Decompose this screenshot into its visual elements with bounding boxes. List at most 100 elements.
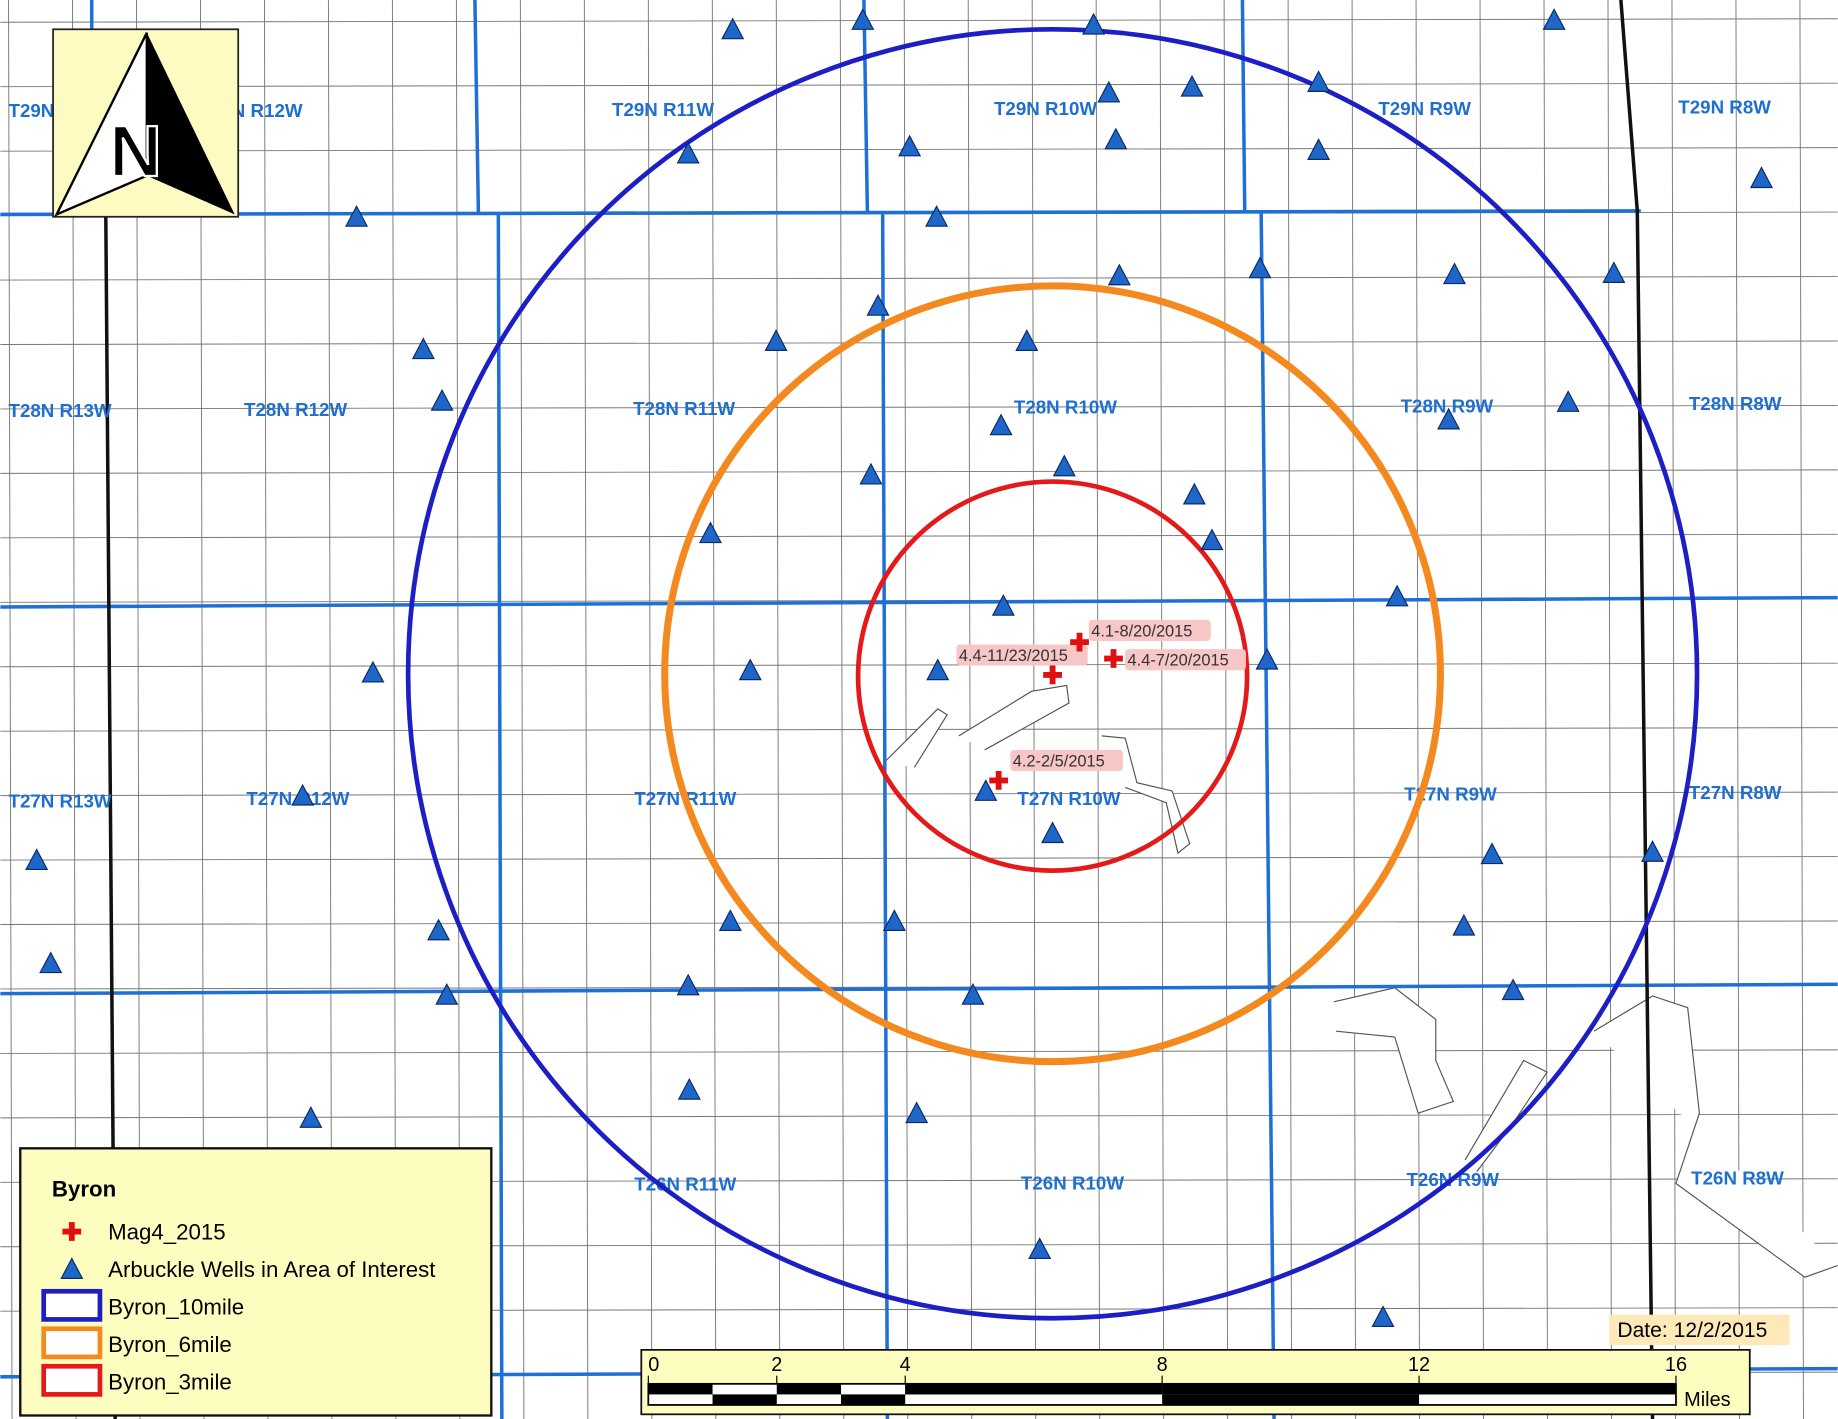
well	[1480, 842, 1504, 865]
township-label: T28N R11W	[633, 398, 735, 419]
north-arrow	[146, 32, 235, 215]
section-line	[0, 340, 1838, 345]
buffer-3mile	[855, 479, 1250, 873]
well	[1371, 1305, 1395, 1328]
township-label: T29N R9W	[1378, 98, 1471, 119]
lake-outline	[1464, 1059, 1548, 1173]
township-line	[1259, 210, 1276, 1419]
well	[1255, 647, 1279, 670]
township-label: T28N R8W	[1689, 393, 1782, 414]
well	[926, 658, 950, 681]
well	[1442, 262, 1467, 285]
lake-outline	[884, 708, 948, 768]
well	[698, 521, 722, 544]
section-line	[1607, 0, 1612, 1419]
well	[898, 134, 922, 157]
section-line	[1223, 0, 1229, 1419]
date-label: Date: 12/2/2015	[1617, 1319, 1767, 1342]
well	[905, 1101, 929, 1124]
section-line	[711, 0, 717, 1419]
section-line	[0, 404, 1838, 410]
well	[1180, 74, 1204, 97]
event-label: 4.1-8/20/2015	[1091, 622, 1192, 640]
well	[1452, 913, 1476, 936]
scale-tick-label: 16	[1665, 1354, 1687, 1376]
township-label: T26N R8W	[1691, 1168, 1784, 1189]
section-line	[1543, 0, 1549, 1419]
legend-symbol	[60, 1257, 84, 1279]
scale-tick-label: 8	[1157, 1354, 1168, 1376]
section-line	[967, 0, 973, 1419]
well	[1107, 263, 1131, 286]
scale-tick-label: 0	[648, 1354, 659, 1376]
section-line	[0, 1049, 1838, 1054]
lake-outline	[958, 684, 1070, 751]
township-label: T29N R11W	[612, 99, 714, 120]
section-line	[583, 0, 589, 1419]
lake-outline	[1101, 735, 1191, 855]
section-line	[1479, 0, 1485, 1419]
township-line	[496, 214, 504, 1419]
section-line	[0, 147, 1838, 152]
township-line	[862, 0, 870, 215]
scale-segment	[1162, 1383, 1420, 1395]
date-box	[1609, 1314, 1790, 1346]
section-line	[0, 920, 1838, 925]
event-label-bg	[1010, 749, 1123, 772]
township-line	[473, 0, 481, 215]
section-line	[1095, 0, 1101, 1419]
lake-outline	[1593, 995, 1838, 1278]
well	[299, 1106, 323, 1128]
county-line	[1635, 210, 1655, 1419]
well	[1307, 138, 1331, 160]
well	[1385, 584, 1409, 607]
section-line	[775, 0, 781, 1419]
event-label: 4.4-11/23/2015	[959, 647, 1068, 665]
well	[435, 983, 459, 1005]
section-line	[0, 18, 1838, 23]
scale-segment	[905, 1383, 1163, 1395]
section-line	[519, 0, 525, 1419]
well	[1052, 454, 1076, 477]
well	[1097, 80, 1121, 103]
township-line	[0, 595, 1838, 609]
well	[738, 658, 762, 681]
earthquake	[1070, 632, 1089, 652]
well	[718, 909, 742, 931]
well	[1749, 166, 1774, 189]
event-label: 4.4-7/20/2015	[1128, 652, 1229, 670]
well	[859, 462, 883, 485]
well	[1104, 127, 1128, 150]
well	[851, 8, 875, 30]
legend-item: Mag4_2015	[108, 1220, 226, 1245]
earthquake	[1043, 665, 1062, 685]
legend-symbol	[41, 1363, 103, 1397]
event-label: 4.2-2/5/2015	[1013, 752, 1105, 770]
well	[1556, 390, 1580, 412]
well	[1082, 12, 1106, 35]
scale-segment	[1162, 1394, 1420, 1405]
legend-item: Arbuckle Wells in Area of Interest	[108, 1257, 436, 1282]
section-line	[1351, 0, 1357, 1419]
township-label: T28N R12W	[244, 399, 347, 420]
section-line	[1159, 0, 1165, 1419]
well	[676, 141, 700, 164]
scale-segment	[712, 1394, 777, 1405]
township-line	[0, 982, 1838, 996]
well	[1641, 840, 1665, 862]
scale-unit: Miles	[1684, 1389, 1730, 1411]
buffer-6mile	[661, 282, 1444, 1066]
township-label: T28N R13W	[9, 400, 112, 421]
scale-segment	[776, 1383, 842, 1395]
township-label: T27N R9W	[1404, 783, 1497, 804]
well	[676, 973, 700, 996]
township-line	[880, 214, 890, 1419]
section-line	[1671, 0, 1676, 1419]
well	[764, 329, 788, 351]
county-line	[1619, 0, 1640, 212]
well	[882, 909, 906, 931]
event-label-bg	[1125, 649, 1246, 671]
township-label: T27N R13W	[9, 790, 112, 811]
